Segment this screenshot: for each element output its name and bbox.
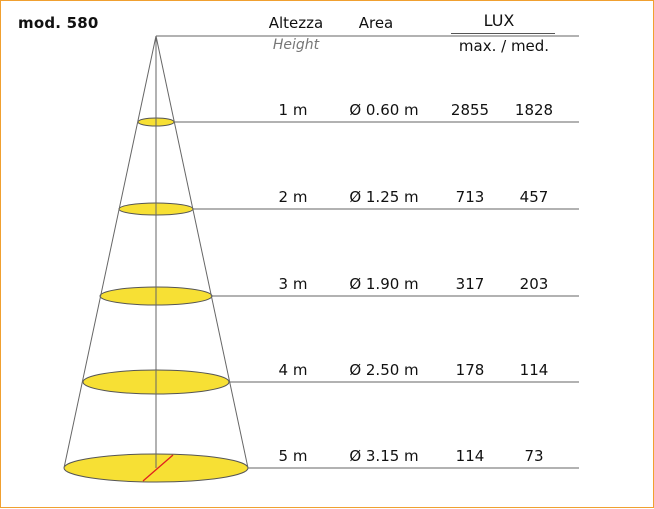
header-lux: LUX [483,11,515,30]
row-diameter: Ø 1.90 m [349,275,419,293]
row-height: 2 m [278,188,308,206]
row-lux-max: 114 [455,447,485,465]
header-lux-sub: max. / med. [458,37,550,55]
model-label: mod. 580 [18,14,99,32]
row-lux-med: 114 [519,361,549,379]
cone-right-edge [155,35,249,469]
row-lux-med: 203 [519,275,549,293]
header-height-it: Altezza [268,14,324,32]
row-diameter: Ø 0.60 m [349,101,419,119]
row-diameter: Ø 3.15 m [349,447,419,465]
row-lux-med: 457 [519,188,549,206]
row-lux-med: 73 [524,447,544,465]
row-lux-max: 178 [455,361,485,379]
header-height-en: Height [272,37,320,53]
row-lux-max: 713 [455,188,485,206]
row-height: 4 m [278,361,308,379]
row-diameter: Ø 2.50 m [349,361,419,379]
lux-header-rule [451,33,555,34]
row-height: 3 m [278,275,308,293]
row-diameter: Ø 1.25 m [349,188,419,206]
row-height: 5 m [278,447,308,465]
cone-left-edge [63,35,157,469]
radius-marker [142,454,174,482]
row-lux-med: 1828 [514,101,554,119]
row-height: 1 m [278,101,308,119]
row-lux-max: 317 [455,275,485,293]
header-area: Area [358,14,394,32]
row-lux-max: 2855 [450,101,490,119]
